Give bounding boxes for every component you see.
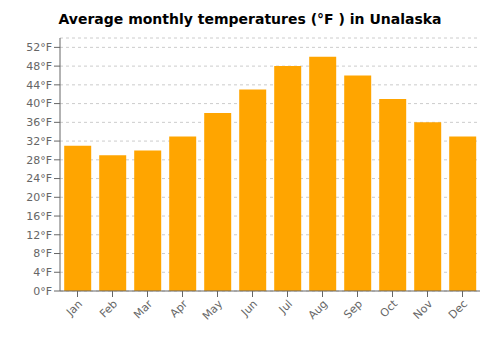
svg-text:Jan: Jan — [63, 297, 85, 319]
svg-text:0°F: 0°F — [33, 285, 52, 298]
svg-text:Jul: Jul — [276, 297, 295, 316]
svg-text:52°F: 52°F — [26, 41, 52, 54]
svg-text:Jun: Jun — [238, 297, 260, 319]
svg-text:Dec: Dec — [446, 297, 470, 321]
svg-text:16°F: 16°F — [26, 210, 52, 223]
svg-text:Nov: Nov — [411, 297, 436, 322]
svg-text:44°F: 44°F — [26, 79, 52, 92]
svg-text:8°F: 8°F — [33, 247, 52, 260]
svg-text:48°F: 48°F — [26, 60, 52, 73]
svg-text:12°F: 12°F — [26, 229, 52, 242]
svg-text:Mar: Mar — [131, 297, 155, 321]
html-text:Average monthly temperatures (: Average monthly temperatures (°F ) in Un… — [58, 11, 442, 27]
svg-text:20°F: 20°F — [26, 191, 52, 204]
svg-text:Feb: Feb — [97, 297, 120, 320]
svg-text:36°F: 36°F — [26, 116, 52, 129]
svg-text:32°F: 32°F — [26, 135, 52, 148]
svg-text:Aug: Aug — [306, 297, 330, 321]
svg-text:May: May — [200, 297, 226, 323]
svg-text:28°F: 28°F — [26, 154, 52, 167]
svg-text:4°F: 4°F — [33, 266, 52, 279]
svg-text:Apr: Apr — [167, 297, 190, 320]
svg-text:40°F: 40°F — [26, 97, 52, 110]
svg-text:Oct: Oct — [377, 297, 400, 320]
svg-text:Sep: Sep — [341, 297, 365, 321]
svg-text:24°F: 24°F — [26, 172, 52, 185]
